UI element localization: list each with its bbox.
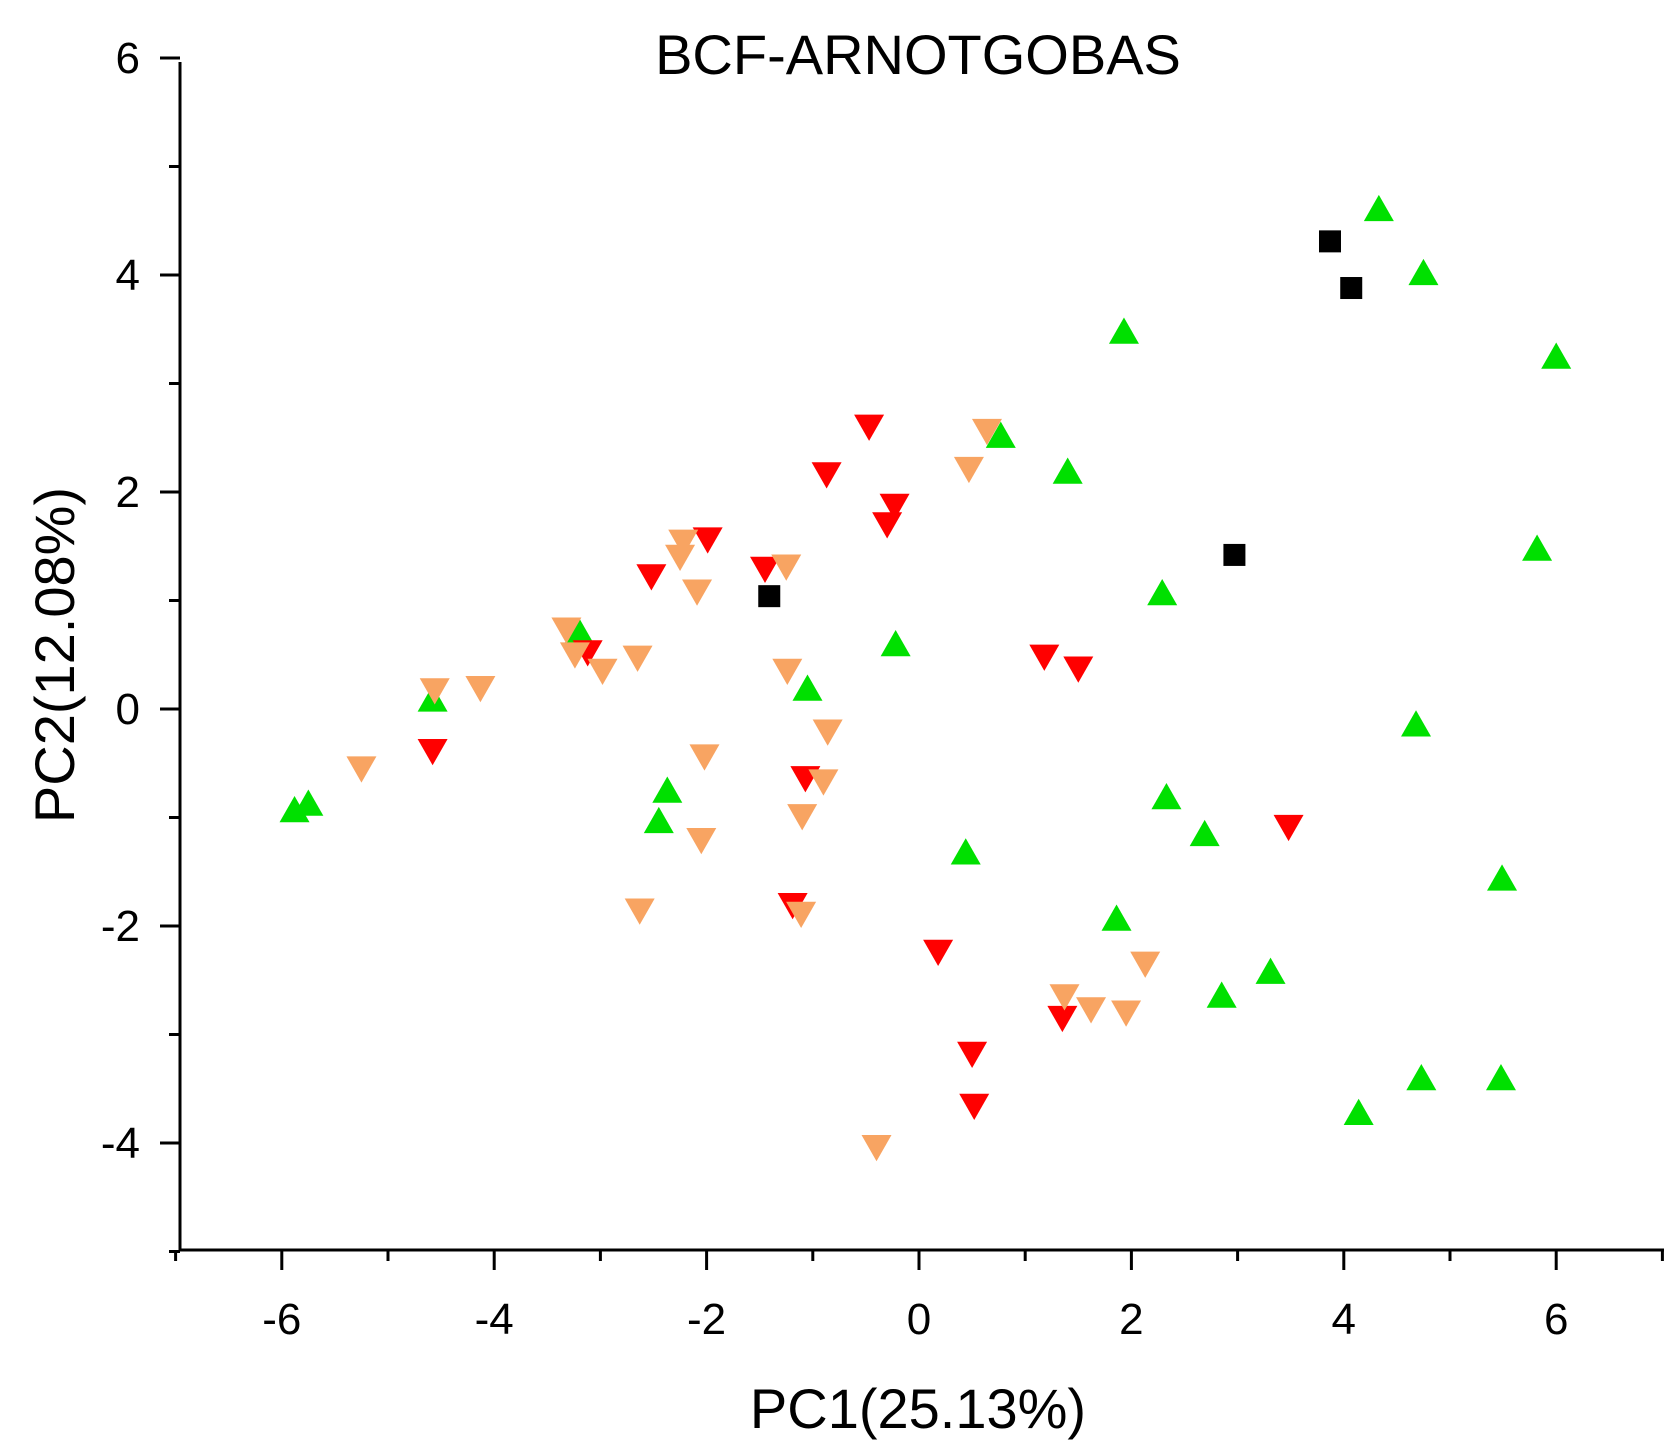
data-point-triangle-up bbox=[1151, 782, 1182, 810]
series-triangle-down bbox=[417, 414, 1304, 1121]
data-point-triangle-down bbox=[923, 939, 954, 966]
series-square bbox=[758, 230, 1363, 608]
data-point-square bbox=[1318, 230, 1341, 253]
data-point-triangle-down bbox=[668, 529, 699, 556]
data-point-triangle-down bbox=[692, 527, 723, 554]
data-point-triangle-up bbox=[1108, 317, 1139, 344]
data-point-triangle-up bbox=[880, 629, 911, 657]
y-axis-title: PC2(12.08%) bbox=[23, 487, 86, 823]
y-tick-label: -4 bbox=[101, 1119, 140, 1168]
data-point-triangle-down bbox=[624, 898, 655, 925]
data-point-triangle-down bbox=[689, 744, 720, 771]
data-point-triangle-up bbox=[1406, 1063, 1437, 1091]
data-point-triangle-down bbox=[771, 554, 802, 581]
data-point-triangle-up bbox=[293, 789, 324, 816]
data-point-triangle-up bbox=[1052, 457, 1083, 484]
x-tick-label: -2 bbox=[687, 1295, 726, 1344]
data-point-triangle-down bbox=[682, 579, 713, 606]
x-axis-title: PC1(25.13%) bbox=[750, 1377, 1086, 1440]
series-triangle-down bbox=[346, 418, 1161, 1162]
data-point-triangle-down bbox=[636, 564, 667, 591]
data-point-triangle-up bbox=[1522, 534, 1553, 561]
data-point-triangle-down bbox=[417, 738, 448, 766]
data-point-triangle-down bbox=[854, 414, 885, 441]
data-point-triangle-down bbox=[587, 658, 618, 685]
data-point-triangle-up bbox=[1408, 258, 1439, 286]
data-point-triangle-down bbox=[861, 1135, 892, 1162]
data-point-triangle-down bbox=[686, 827, 717, 855]
series-triangle-up bbox=[279, 194, 1572, 1125]
data-point-square bbox=[758, 585, 781, 608]
data-point-triangle-up bbox=[1189, 819, 1220, 847]
data-point-triangle-up bbox=[1363, 194, 1394, 222]
data-point-triangle-up bbox=[1487, 864, 1518, 891]
chart-title: BCF-ARNOTGOBAS bbox=[655, 23, 1181, 86]
data-point-triangle-down bbox=[622, 645, 653, 672]
x-tick-label: 0 bbox=[907, 1295, 931, 1344]
data-point-triangle-up bbox=[643, 806, 674, 834]
data-point-triangle-up bbox=[950, 838, 981, 865]
data-point-triangle-down bbox=[812, 719, 843, 746]
y-tick-label: 6 bbox=[116, 34, 140, 83]
data-point-triangle-down bbox=[1029, 644, 1060, 671]
data-point-triangle-down bbox=[808, 769, 839, 796]
data-point-triangle-down bbox=[1130, 951, 1161, 978]
data-point-triangle-up bbox=[985, 421, 1016, 448]
data-point-triangle-up bbox=[1485, 1063, 1516, 1091]
data-point-triangle-down bbox=[1273, 814, 1304, 842]
y-tick-label: 4 bbox=[116, 251, 140, 300]
data-point-triangle-up bbox=[792, 674, 823, 701]
data-point-triangle-up bbox=[1206, 981, 1237, 1008]
x-axis-ticks: -6 -4 -2 0 2 4 6 bbox=[174, 1250, 1664, 1344]
data-point-triangle-up bbox=[652, 776, 683, 803]
data-point-triangle-up bbox=[1255, 957, 1286, 984]
data-point-triangle-down bbox=[465, 676, 496, 703]
data-point-triangle-down bbox=[872, 512, 903, 539]
data-point-triangle-down bbox=[559, 642, 590, 669]
data-point-triangle-up bbox=[1343, 1098, 1374, 1125]
data-point-triangle-up bbox=[564, 618, 595, 645]
y-tick-label: -2 bbox=[101, 902, 140, 951]
data-point-triangle-down bbox=[787, 804, 818, 831]
data-point-triangle-down bbox=[772, 658, 803, 685]
data-point-triangle-down bbox=[879, 493, 910, 521]
axes bbox=[178, 62, 1664, 1252]
data-point-triangle-up bbox=[1101, 904, 1132, 931]
x-tick-label: 4 bbox=[1332, 1295, 1356, 1344]
data-point-triangle-down bbox=[665, 544, 696, 572]
data-point-triangle-up bbox=[1541, 342, 1572, 369]
data-point-triangle-down bbox=[1049, 984, 1080, 1011]
data-point-triangle-down bbox=[1047, 1005, 1078, 1033]
x-tick-label: 2 bbox=[1119, 1295, 1143, 1344]
data-point-triangle-down bbox=[786, 901, 817, 928]
y-tick-label: 0 bbox=[116, 685, 140, 734]
data-point-triangle-up bbox=[1401, 710, 1432, 737]
data-point-triangle-down bbox=[953, 456, 984, 484]
x-tick-label: -6 bbox=[262, 1295, 301, 1344]
y-axis-ticks: -4 -2 0 2 4 6 bbox=[101, 34, 180, 1253]
data-point-triangle-down bbox=[1111, 1000, 1142, 1027]
y-tick-label: 2 bbox=[116, 468, 140, 517]
data-point-triangle-down bbox=[346, 756, 377, 783]
x-tick-label: -4 bbox=[475, 1295, 514, 1344]
data-point-triangle-down bbox=[419, 678, 450, 705]
data-point-triangle-down bbox=[957, 1041, 988, 1068]
data-point-triangle-down bbox=[750, 556, 781, 583]
data-point-triangle-down bbox=[971, 418, 1002, 446]
data-point-triangle-down bbox=[811, 462, 842, 489]
x-tick-label: 6 bbox=[1544, 1295, 1568, 1344]
data-point-triangle-down bbox=[551, 617, 582, 644]
data-point-triangle-down bbox=[1076, 997, 1107, 1024]
data-point-triangle-down bbox=[1063, 656, 1094, 683]
data-point-square bbox=[1223, 543, 1246, 566]
data-point-square bbox=[1340, 277, 1363, 300]
data-point-triangle-down bbox=[959, 1093, 990, 1121]
data-points bbox=[279, 194, 1572, 1162]
data-point-triangle-up bbox=[1147, 578, 1178, 606]
